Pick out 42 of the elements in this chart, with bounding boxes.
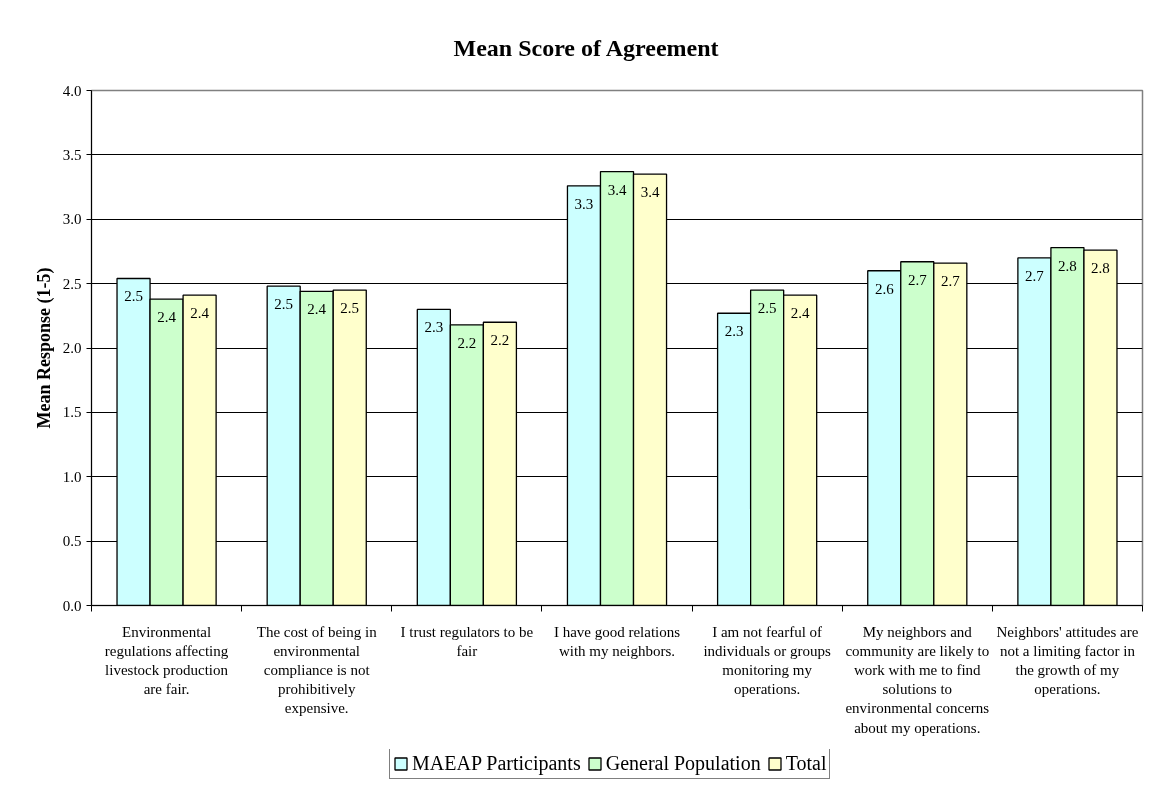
data-label: 2.5 (274, 296, 294, 313)
y-tick-label: 2.5 (62, 275, 82, 292)
y-tick-label: 4.0 (62, 82, 82, 99)
data-label: 2.3 (724, 323, 744, 340)
x-tick-label: Neighbors' attitudes are not a limiting factor in the growth of my operations. (996, 623, 1139, 698)
data-label: 2.4 (157, 309, 177, 326)
data-label: 2.7 (940, 273, 961, 290)
data-label: 2.8 (1091, 260, 1110, 277)
data-label: 2.4 (790, 305, 811, 322)
data-label: 2.4 (307, 301, 327, 318)
legend-label: MAEAP Participants (412, 752, 581, 775)
data-label: 2.8 (1058, 257, 1077, 274)
legend-label: Total (785, 752, 827, 775)
data-label: 2.5 (124, 288, 143, 305)
y-tick-label: 3.5 (62, 146, 82, 163)
y-tick-label: 0.5 (62, 533, 82, 550)
data-label: 2.4 (190, 305, 210, 322)
data-label: 3.4 (640, 184, 660, 201)
y-tick-label: 0.0 (62, 597, 82, 614)
x-tick-label: I trust regulators to be fair (400, 623, 534, 659)
x-tick-label: I have good relations with my neighbors. (553, 623, 681, 659)
y-tick-label: 3.0 (62, 211, 82, 228)
y-tick-label: 1.0 (62, 468, 82, 485)
data-label: 2.5 (757, 300, 777, 317)
legend-label: General Population (605, 752, 761, 775)
data-label: 2.5 (340, 300, 360, 317)
y-tick-label: 2.0 (62, 340, 82, 356)
data-label: 2.2 (457, 334, 477, 351)
y-tick-label: 1.5 (62, 404, 82, 421)
x-tick-label: The cost of being in environmental compliance is not prohibitively expensive. (256, 623, 378, 717)
data-label: 2.7 (1025, 267, 1045, 284)
y-axis-title: Mean Response (1-5) (33, 267, 55, 429)
x-tick-label: My neighbors and community are likely to work with me to find solutions to environmental concerns about my operations. (845, 623, 990, 736)
data-label: 3.4 (607, 181, 627, 198)
data-label: 3.3 (574, 195, 594, 212)
data-label: 2.3 (424, 319, 444, 336)
data-label: 2.2 (490, 332, 510, 349)
x-tick-label: Environmental regulations affecting livestock production are fair. (104, 623, 229, 698)
data-label: 2.7 (907, 271, 928, 288)
x-tick-label: I am not fearful of individuals or groups monitoring my operations. (703, 623, 832, 698)
data-label: 2.6 (874, 280, 895, 297)
chart-title: Mean Score of Agreement (453, 34, 719, 61)
